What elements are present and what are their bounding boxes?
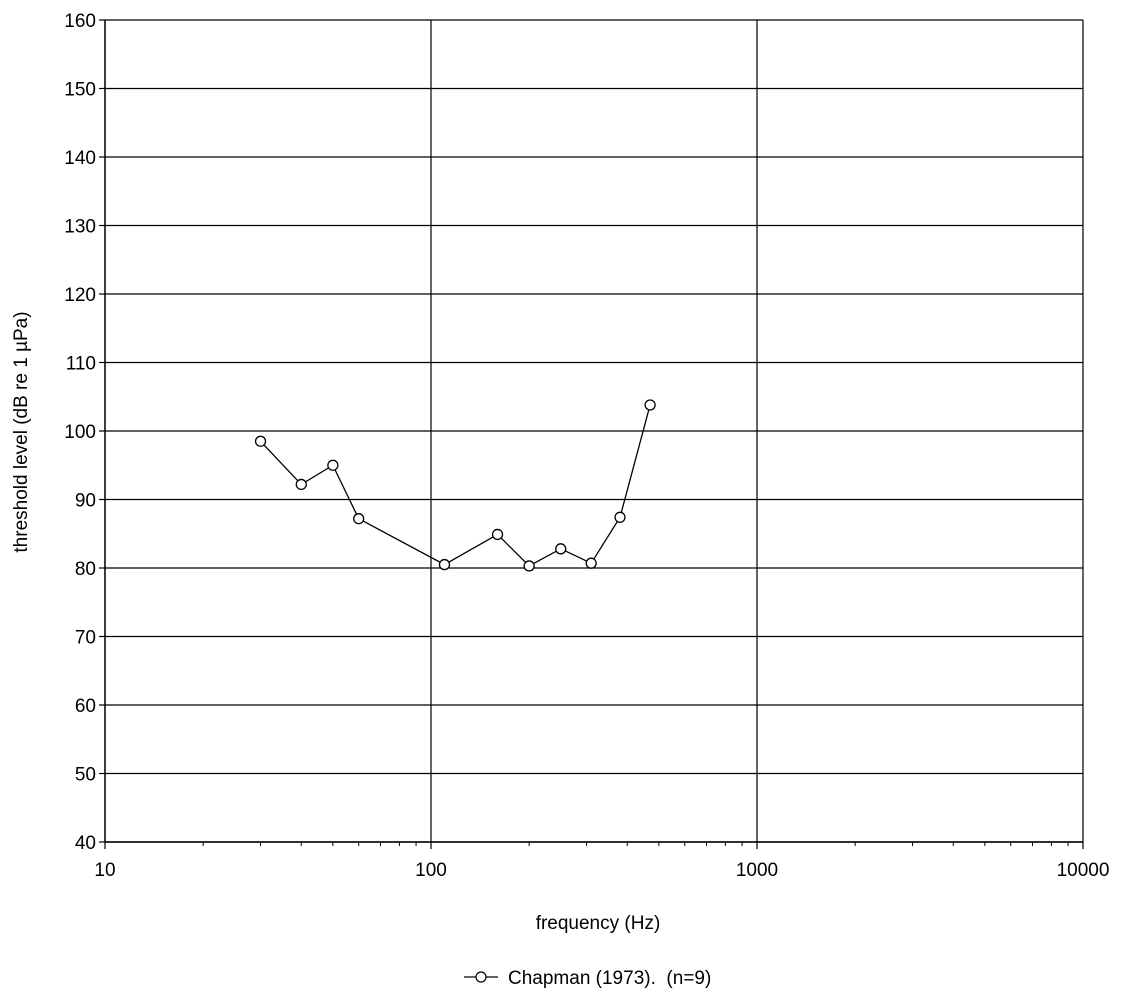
y-tick-label: 60 xyxy=(75,696,96,717)
data-point xyxy=(353,513,365,525)
y-tick-label: 100 xyxy=(64,422,96,443)
y-tick-label: 90 xyxy=(75,491,96,512)
data-point xyxy=(523,560,535,572)
gridlines xyxy=(104,19,1084,843)
x-tick-label: 10000 xyxy=(1057,860,1110,881)
data-point xyxy=(438,558,451,571)
axes xyxy=(99,19,1084,849)
y-tick-label: 70 xyxy=(75,628,96,649)
data-point xyxy=(644,399,656,411)
legend-marker xyxy=(475,971,487,983)
y-tick-label: 120 xyxy=(64,285,96,306)
y-axis-label: threshold level (dB re 1 µPa) xyxy=(11,311,32,552)
x-tick-labels: 10 100 1000 10000 xyxy=(94,860,1109,881)
data-point xyxy=(295,478,307,491)
series-line xyxy=(260,404,651,567)
y-tick-label: 140 xyxy=(64,148,96,169)
data-point xyxy=(614,511,626,523)
y-tick-label: 40 xyxy=(75,833,96,854)
y-tick-label: 130 xyxy=(64,217,96,238)
y-tick-label: 50 xyxy=(75,765,96,786)
x-tick-label: 10 xyxy=(94,860,115,881)
x-axis-label: frequency (Hz) xyxy=(536,913,661,934)
x-minor-ticks xyxy=(202,842,1069,846)
data-point xyxy=(327,459,339,471)
x-tick-label: 1000 xyxy=(736,860,778,881)
legend: Chapman (1973). (n=9) xyxy=(464,968,711,989)
y-tick-label: 80 xyxy=(75,559,96,580)
data-point xyxy=(491,528,504,541)
x-tick-label: 100 xyxy=(415,860,447,881)
data-point xyxy=(555,543,567,555)
y-tick-label: 150 xyxy=(64,80,96,101)
data-point xyxy=(585,557,597,569)
series xyxy=(254,399,656,572)
y-tick-label: 110 xyxy=(66,354,96,375)
data-point xyxy=(254,435,267,447)
y-tick-label: 160 xyxy=(64,11,96,32)
y-tick-labels: 40 50 60 70 80 90 100 110 120 130 140 150 160 xyxy=(64,11,96,854)
legend-entry: Chapman (1973). (n=9) xyxy=(508,968,711,989)
